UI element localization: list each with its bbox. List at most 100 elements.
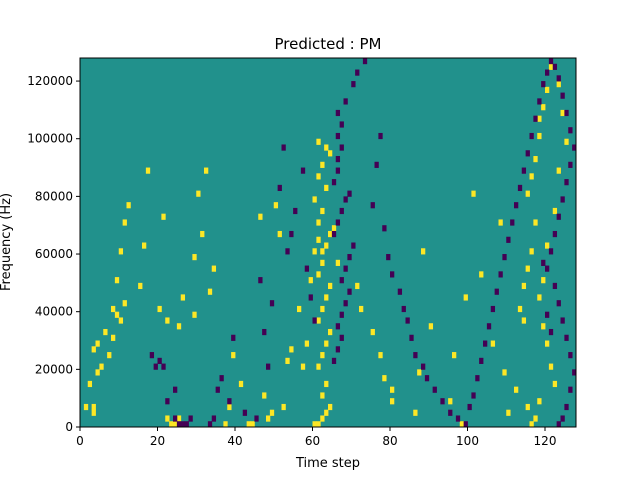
heatmap-cell-low <box>335 219 341 226</box>
heatmap-cell-high <box>541 104 546 111</box>
heatmap-cell-high <box>552 207 558 215</box>
heatmap-cell-high <box>479 271 484 278</box>
heatmap-cell-high <box>324 184 329 192</box>
heatmap-cell-low <box>378 132 383 140</box>
heatmap-cell-high <box>537 294 542 301</box>
heatmap-cell-low <box>227 398 232 405</box>
x-tick-label: 40 <box>227 434 242 448</box>
heatmap-cell-high <box>525 403 530 411</box>
y-tick-label: 40000 <box>35 305 73 319</box>
heatmap-cell-high <box>312 196 317 203</box>
heatmap-cells <box>83 58 577 428</box>
heatmap-cell-low <box>262 328 267 336</box>
heatmap-cell-low <box>300 167 306 174</box>
heatmap-cell-high <box>537 115 542 122</box>
heatmap-cell-high <box>316 317 321 324</box>
heatmap-cell-high <box>533 415 538 422</box>
heatmap-cell-high <box>192 311 197 318</box>
heatmap-cell-high <box>180 294 186 301</box>
heatmap-cell-low <box>335 167 341 174</box>
heatmap-cell-high <box>320 248 325 255</box>
heatmap-cell-high <box>529 173 534 180</box>
heatmap-cell-high <box>413 409 418 416</box>
heatmap-cell-low <box>343 98 348 105</box>
heatmap-cell-low <box>382 225 387 232</box>
heatmap-cell-low <box>564 334 569 341</box>
heatmap-cell-high <box>541 323 546 330</box>
heatmap-cell-high <box>91 403 96 411</box>
heatmap-cell-high <box>382 375 387 382</box>
plot-frame <box>79 57 577 428</box>
heatmap-cell-low <box>285 248 290 255</box>
heatmap-cell-low <box>413 352 418 359</box>
heatmap-cell-low <box>335 132 341 140</box>
heatmap-cell-high <box>238 380 244 388</box>
heatmap-cell-low <box>455 415 461 422</box>
heatmap-cell-high <box>114 277 120 284</box>
heatmap-cell-low <box>560 92 565 99</box>
heatmap-cell-low <box>502 254 507 261</box>
heatmap-cell-high <box>428 323 434 330</box>
heatmap-cell-high <box>548 63 554 70</box>
y-tick-label: 100000 <box>27 132 73 146</box>
y-tick-label: 20000 <box>35 362 73 376</box>
heatmap-cell-high <box>324 409 329 416</box>
heatmap-cell-low <box>521 167 527 174</box>
heatmap-cell-high <box>176 323 182 330</box>
heatmap-cell-high <box>514 386 519 393</box>
heatmap-cell-high <box>320 305 325 313</box>
heatmap-cell-high <box>297 305 302 313</box>
heatmap-cell-low <box>560 317 565 324</box>
heatmap-cell-high <box>324 340 329 347</box>
heatmap-cell-low <box>289 230 294 238</box>
heatmap-cell-high <box>316 236 321 243</box>
heatmap-cell-high <box>246 421 251 428</box>
heatmap-cell-high <box>521 317 527 324</box>
heatmap-cell-high <box>91 346 96 353</box>
heatmap-cell-high <box>118 248 124 255</box>
heatmap-cell-high <box>300 363 306 370</box>
heatmap-cell-high <box>157 305 162 313</box>
heatmap-cell-high <box>370 328 375 336</box>
x-tick-label: 80 <box>382 434 397 448</box>
heatmap-cell-high <box>161 213 166 220</box>
heatmap-cell-high <box>324 380 329 388</box>
heatmap-cell-low <box>347 288 352 295</box>
heatmap-cell-low <box>157 357 162 364</box>
heatmap-cell-low <box>556 300 561 307</box>
heatmap-cell-low <box>180 421 186 428</box>
heatmap-cell-low <box>269 300 275 307</box>
heatmap-cell-low <box>153 363 158 370</box>
heatmap-cell-high <box>556 81 561 88</box>
heatmap-cell-low <box>343 300 348 307</box>
heatmap-cell-low <box>254 415 259 422</box>
heatmap-cell-high <box>537 398 542 405</box>
heatmap-cell-low <box>331 230 337 238</box>
heatmap-cell-high <box>324 242 329 249</box>
heatmap-cell-high <box>316 173 321 180</box>
heatmap-cell-high <box>448 398 453 405</box>
heatmap-cell-high <box>328 282 333 290</box>
heatmap-cell-high <box>122 300 127 307</box>
heatmap-cell-low <box>211 415 217 422</box>
heatmap-cell-low <box>552 282 558 290</box>
heatmap-cell-low <box>401 305 406 313</box>
heatmap-cell-low <box>421 363 426 370</box>
x-tick-label: 100 <box>456 434 479 448</box>
heatmap-cell-high <box>103 328 108 336</box>
heatmap-cell-high <box>273 202 279 209</box>
heatmap-cell-high <box>204 167 209 174</box>
heatmap-cell-high <box>378 352 383 359</box>
heatmap-cell-high <box>545 340 550 347</box>
y-axis: 0 20000 40000 60000 80000 100000 120000 <box>27 74 80 434</box>
heatmap-cell-high <box>537 132 542 140</box>
heatmap-cell-low <box>475 375 480 382</box>
heatmap-cell-low <box>173 386 178 393</box>
y-tick-label: 0 <box>65 420 73 434</box>
heatmap-cell-high <box>285 357 290 364</box>
heatmap-cell-low <box>362 58 368 65</box>
heatmap-cell-low <box>386 254 391 261</box>
heatmap-cell-low <box>281 144 286 151</box>
heatmap-cell-high <box>525 265 530 272</box>
heatmap-cell-high <box>142 242 147 249</box>
